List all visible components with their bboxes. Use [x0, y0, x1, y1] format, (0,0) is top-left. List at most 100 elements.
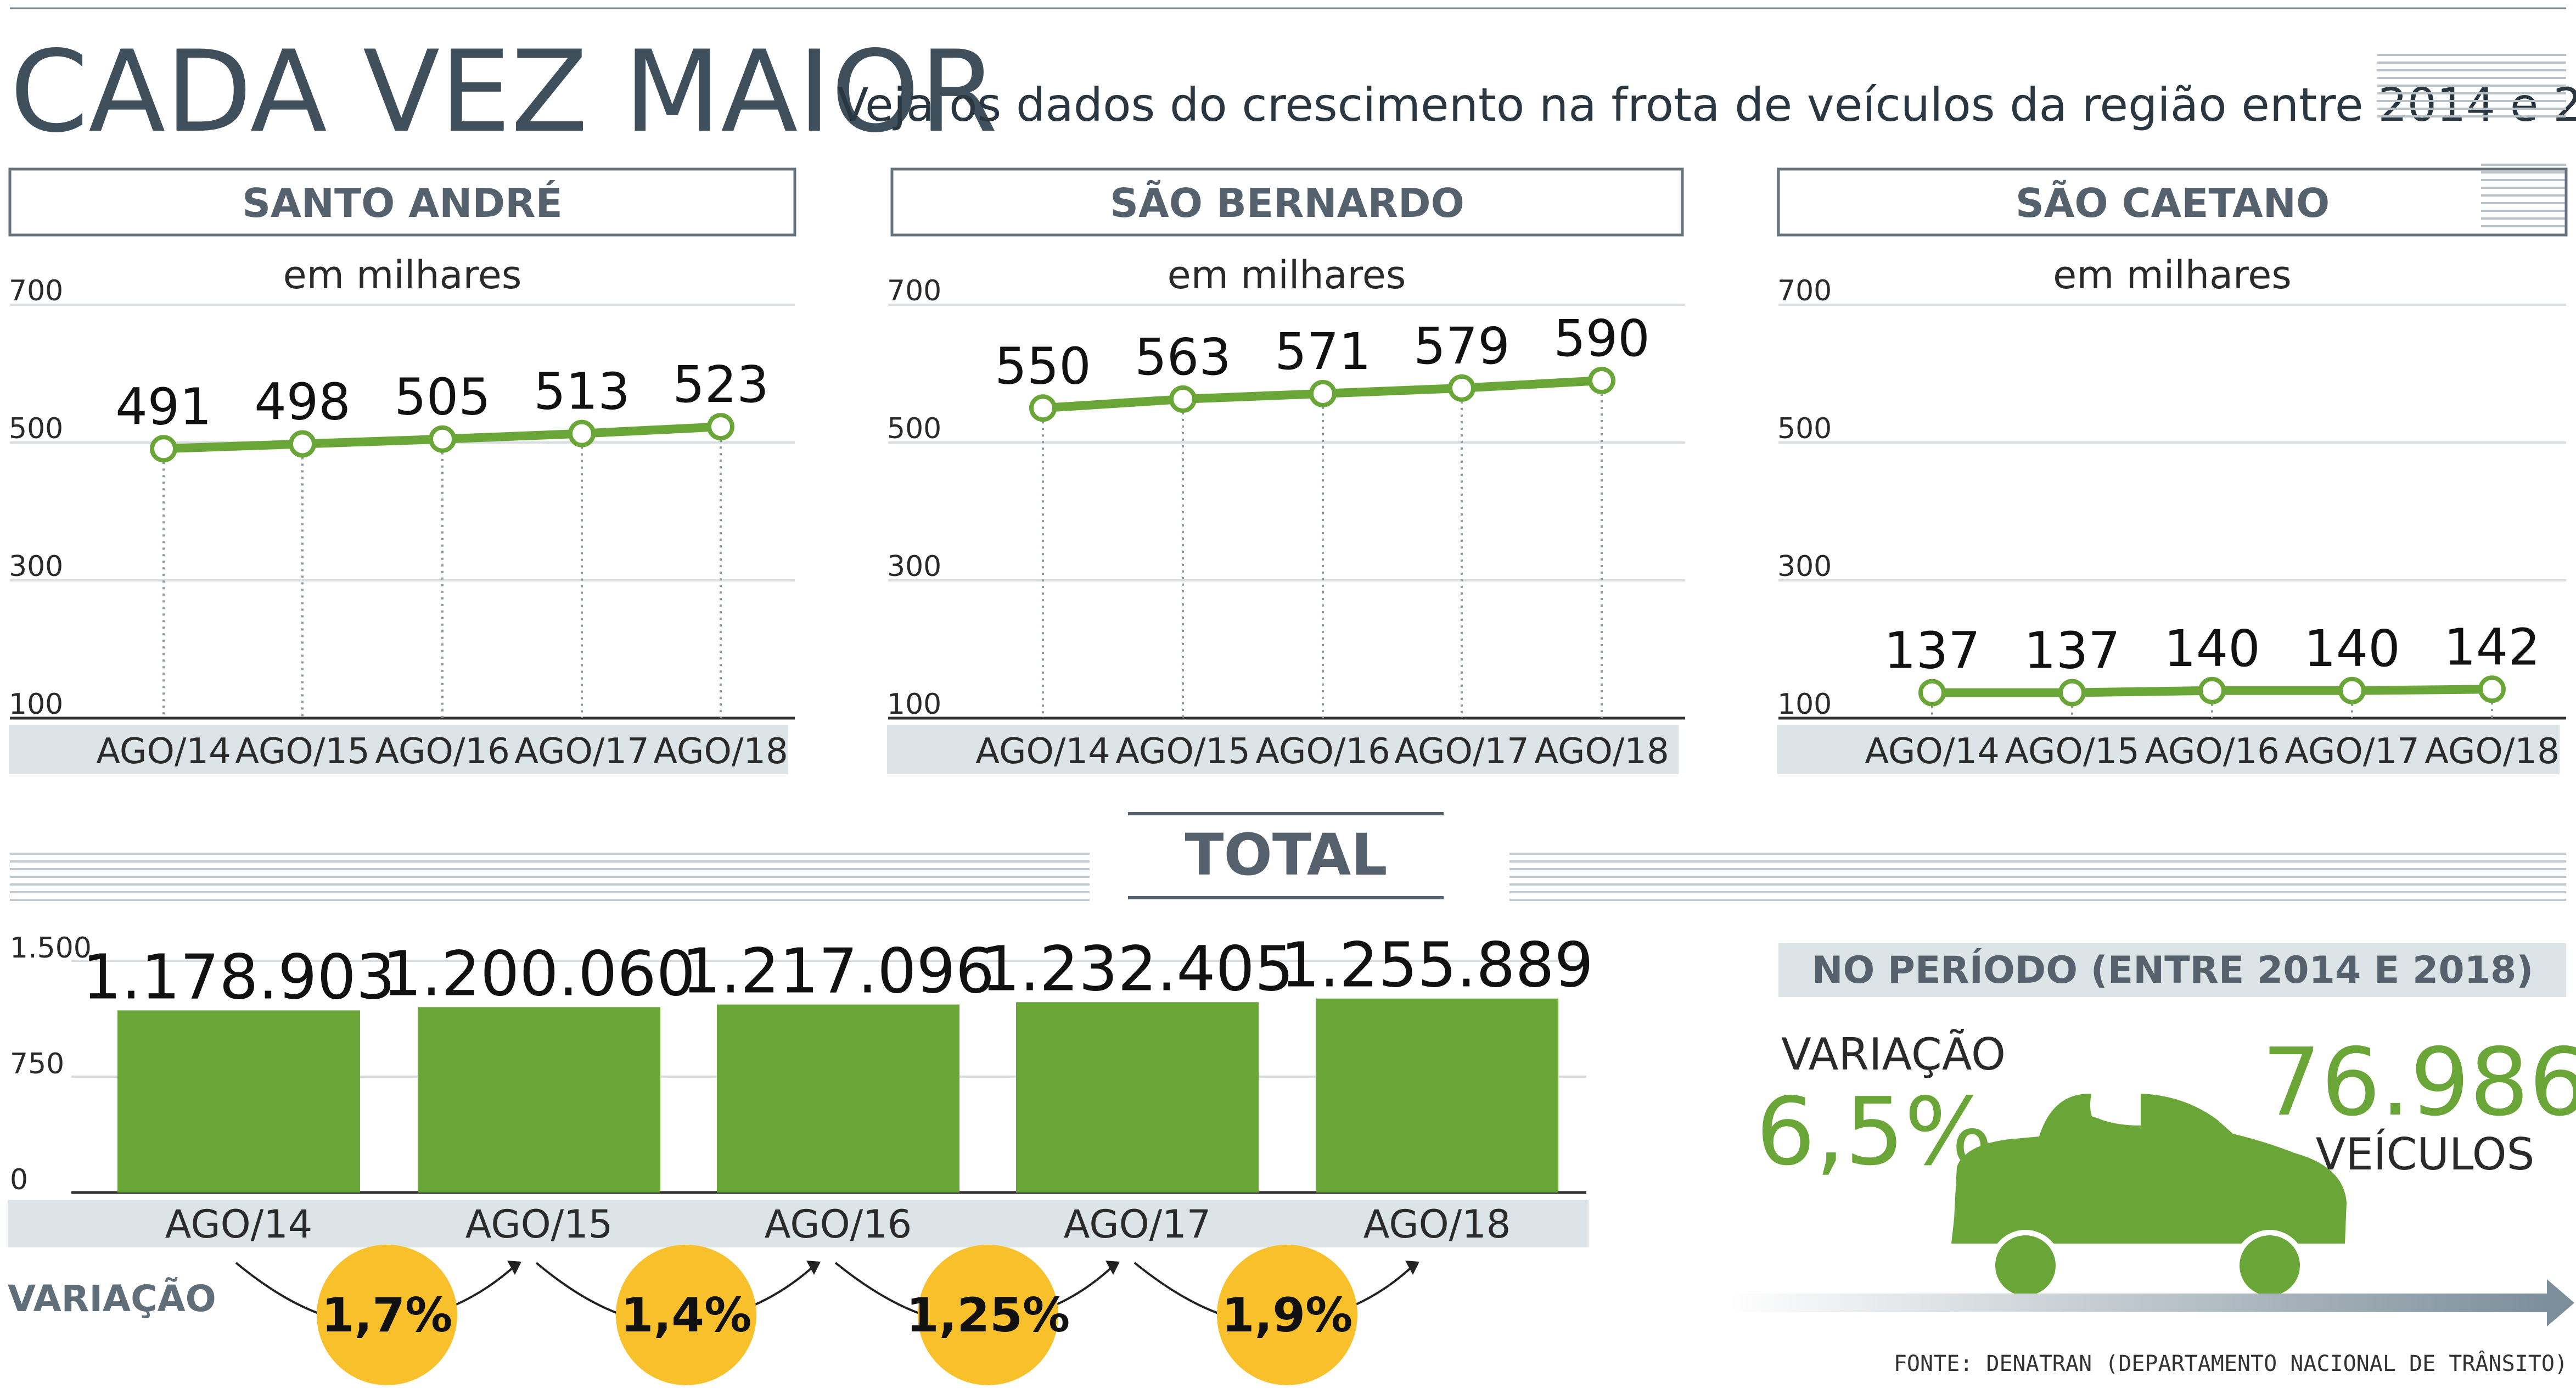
category-band	[1777, 725, 2560, 774]
arrow-head	[1105, 1261, 1120, 1275]
period-header: NO PERÍODO (ENTRE 2014 E 2018)	[1812, 948, 2534, 992]
x-tick-label: AGO/14	[96, 731, 231, 772]
panel-title-sao-caetano: SÃO CAETANO	[2016, 180, 2330, 226]
variation-badge	[616, 1245, 756, 1385]
x-tick-label: AGO/18	[2425, 731, 2560, 772]
data-point	[1448, 374, 1475, 402]
data-point	[2478, 675, 2506, 703]
total-stripes	[10, 853, 2566, 901]
data-label: 571	[1275, 322, 1371, 381]
x-tick-label: AGO/18	[1363, 1202, 1511, 1247]
x-tick-label: AGO/14	[1865, 731, 2000, 772]
period-vehicles-value: 76.986	[2262, 1028, 2576, 1137]
y-tick-label: 300	[1777, 550, 1832, 583]
y-tick-label: 500	[887, 412, 941, 445]
right-arrow-icon	[1729, 1279, 2574, 1326]
line-chart-sao-caetano: em milhares 700 500 300 100 AGO/14 AGO/15 AGO/1…	[1777, 253, 2566, 774]
x-tick-label: AGO/16	[375, 731, 510, 772]
arrow-head	[1405, 1261, 1419, 1275]
x-tick-label: AGO/16	[765, 1202, 912, 1247]
x-tick-label: AGO/15	[2005, 731, 2140, 772]
y-tick-label: 700	[887, 275, 941, 307]
data-label: 579	[1413, 317, 1510, 376]
source-note: FONTE: DENATRAN (DEPARTAMENTO NACIONAL D…	[1894, 1350, 2568, 1376]
data-point	[150, 435, 177, 463]
y-tick-label: 700	[1777, 275, 1832, 307]
arrow-head	[806, 1261, 821, 1275]
x-tick-label: AGO/16	[1255, 731, 1390, 772]
data-point	[1918, 679, 1946, 707]
data-point	[568, 419, 596, 447]
data-label: 142	[2444, 618, 2540, 676]
y-tick-label: 500	[1777, 412, 1832, 445]
category-band	[9, 725, 788, 774]
bar-value-label: 1.178.903	[82, 942, 395, 1013]
x-tick-label: AGO/17	[2285, 731, 2420, 772]
x-tick-label: AGO/18	[1534, 731, 1669, 772]
y-tick-label: 700	[9, 275, 63, 307]
category-band	[887, 725, 1679, 774]
x-tick-label: AGO/17	[1394, 731, 1529, 772]
data-point	[1029, 394, 1057, 422]
unit-label: em milhares	[1168, 253, 1406, 298]
data-label: 491	[115, 377, 212, 436]
y-tick-label: 300	[887, 550, 941, 583]
y-tick-label: 0	[10, 1163, 28, 1196]
bar-value-label: 1.255.889	[1281, 930, 1593, 1001]
x-tick-label: AGO/15	[465, 1202, 613, 1247]
x-tick-label: AGO/18	[653, 731, 788, 772]
bar	[1016, 1002, 1259, 1193]
bar-value-label: 1.200.060	[383, 938, 695, 1010]
y-tick-label: 100	[9, 688, 63, 721]
data-point	[2058, 679, 2086, 707]
x-tick-label: AGO/17	[514, 731, 649, 772]
data-label: 140	[2164, 619, 2260, 678]
variation-badge	[317, 1245, 457, 1385]
data-label: 498	[254, 373, 351, 432]
bar	[418, 1007, 660, 1193]
variation-value: 1,7%	[322, 1288, 453, 1343]
variation-badge	[1217, 1245, 1357, 1385]
x-tick-label: AGO/15	[235, 731, 370, 772]
data-label: 550	[995, 337, 1091, 395]
data-point	[289, 430, 316, 458]
panel-header-box-sao-caetano	[1777, 167, 2568, 237]
bar-value-label: 1.217.096	[682, 936, 995, 1007]
variation-row: 1,7% 1,4% 1,25% 1,9%	[235, 1245, 1419, 1385]
x-tick-label: AGO/15	[1115, 731, 1250, 772]
data-label: 137	[2024, 622, 2120, 680]
data-label: 505	[394, 368, 491, 427]
y-tick-label: 100	[1777, 688, 1832, 721]
data-point	[429, 425, 456, 453]
variation-value: 1,4%	[621, 1288, 752, 1343]
car-silhouette-icon	[1951, 1093, 2347, 1301]
data-point	[1169, 385, 1197, 413]
y-tick-label: 750	[10, 1048, 64, 1081]
panel-title-sao-bernardo: SÃO BERNARDO	[1110, 180, 1464, 226]
data-label: 563	[1135, 328, 1231, 387]
header-stripes	[2377, 54, 2566, 227]
bar	[717, 1004, 959, 1193]
variation-row-label: VARIAÇÃO	[8, 1277, 216, 1320]
page-title: CADA VEZ MAIOR	[10, 27, 998, 158]
data-point	[1588, 367, 1615, 395]
panel-title-santo-andre: SANTO ANDRÉ	[242, 180, 563, 226]
y-tick-label: 500	[9, 412, 63, 445]
data-label: 513	[534, 362, 630, 421]
data-label: 137	[1884, 622, 1980, 680]
variation-value: 1,9%	[1222, 1288, 1353, 1343]
bar-chart-total: 1.500 750 0 1.178.903 AGO/14 1.200.060 AGO/15 1…	[8, 930, 1593, 1247]
arrow-head	[507, 1261, 521, 1275]
data-point	[707, 413, 734, 441]
period-header-band	[1778, 943, 2566, 997]
data-label: 140	[2304, 619, 2400, 678]
total-title: TOTAL	[1185, 821, 1388, 888]
unit-label: em milhares	[2053, 253, 2292, 298]
x-tick-label: AGO/17	[1064, 1202, 1211, 1247]
period-variation-label: VARIAÇÃO	[1781, 1029, 2006, 1080]
bar	[117, 1010, 360, 1193]
y-tick-label: 1.500	[10, 932, 92, 965]
period-vehicles-label: VEÍCULOS	[2316, 1128, 2535, 1180]
